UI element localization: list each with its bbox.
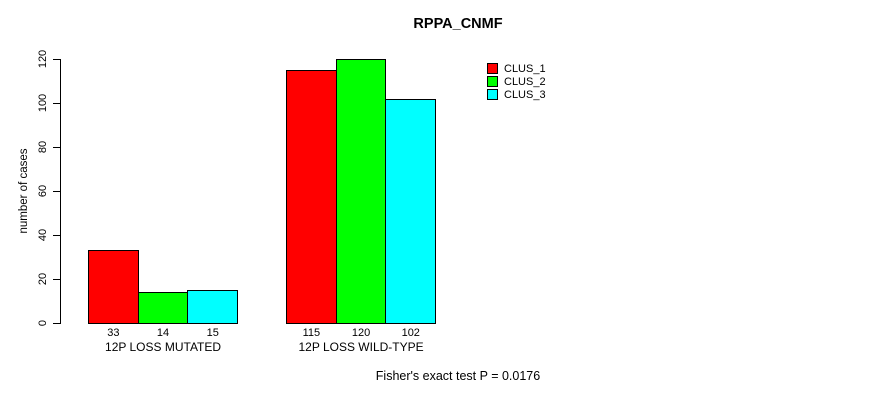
- x-category-label: 12P LOSS WILD-TYPE: [298, 340, 424, 354]
- x-category-label: 12P LOSS MUTATED: [105, 340, 222, 354]
- y-tick-label: 120: [37, 49, 49, 69]
- bar-clus_2-group1: [137, 292, 189, 324]
- bar-clus_3-group2: [385, 98, 437, 324]
- y-tick-mark: [53, 279, 60, 280]
- y-tick-mark: [53, 235, 60, 236]
- legend-swatch-icon: [487, 89, 498, 100]
- y-tick-mark: [53, 147, 60, 148]
- bar-clus_3-group1: [187, 290, 239, 324]
- bar-clus_2-group2: [335, 59, 387, 324]
- legend-item-clus_3: CLUS_3: [487, 88, 546, 101]
- y-axis-label: number of cases: [18, 148, 30, 234]
- y-tick-label: 0: [37, 319, 49, 327]
- bar-value-label: 102: [401, 327, 420, 339]
- legend-label: CLUS_3: [504, 88, 546, 101]
- chart-title: RPPA_CNMF: [413, 16, 503, 32]
- y-tick-label: 100: [37, 93, 49, 113]
- legend: CLUS_1 CLUS_2 CLUS_3: [487, 62, 546, 101]
- legend-label: CLUS_2: [504, 75, 546, 88]
- fisher-test-note: Fisher's exact test P = 0.0176: [375, 369, 541, 383]
- bar-value-label: 15: [206, 327, 219, 339]
- y-tick-label: 60: [37, 184, 49, 198]
- bar-value-label: 33: [107, 327, 120, 339]
- legend-item-clus_2: CLUS_2: [487, 75, 546, 88]
- bar-value-label: 120: [351, 327, 371, 339]
- bar-clus_1-group2: [286, 70, 337, 324]
- y-tick-label: 40: [37, 228, 49, 242]
- y-tick-label: 80: [37, 140, 49, 154]
- y-axis-line: [60, 59, 61, 324]
- legend-swatch-icon: [487, 63, 498, 74]
- y-tick-mark: [53, 323, 60, 324]
- legend-item-clus_1: CLUS_1: [487, 62, 546, 75]
- bar-value-label: 14: [156, 327, 170, 339]
- y-tick-mark: [53, 103, 60, 104]
- y-tick-label: 20: [37, 272, 49, 286]
- legend-label: CLUS_1: [504, 62, 546, 75]
- bar-clus_1-group1: [88, 250, 139, 324]
- bar-value-label: 115: [302, 327, 321, 339]
- y-tick-mark: [53, 59, 60, 60]
- legend-swatch-icon: [487, 76, 498, 87]
- y-tick-mark: [53, 191, 60, 192]
